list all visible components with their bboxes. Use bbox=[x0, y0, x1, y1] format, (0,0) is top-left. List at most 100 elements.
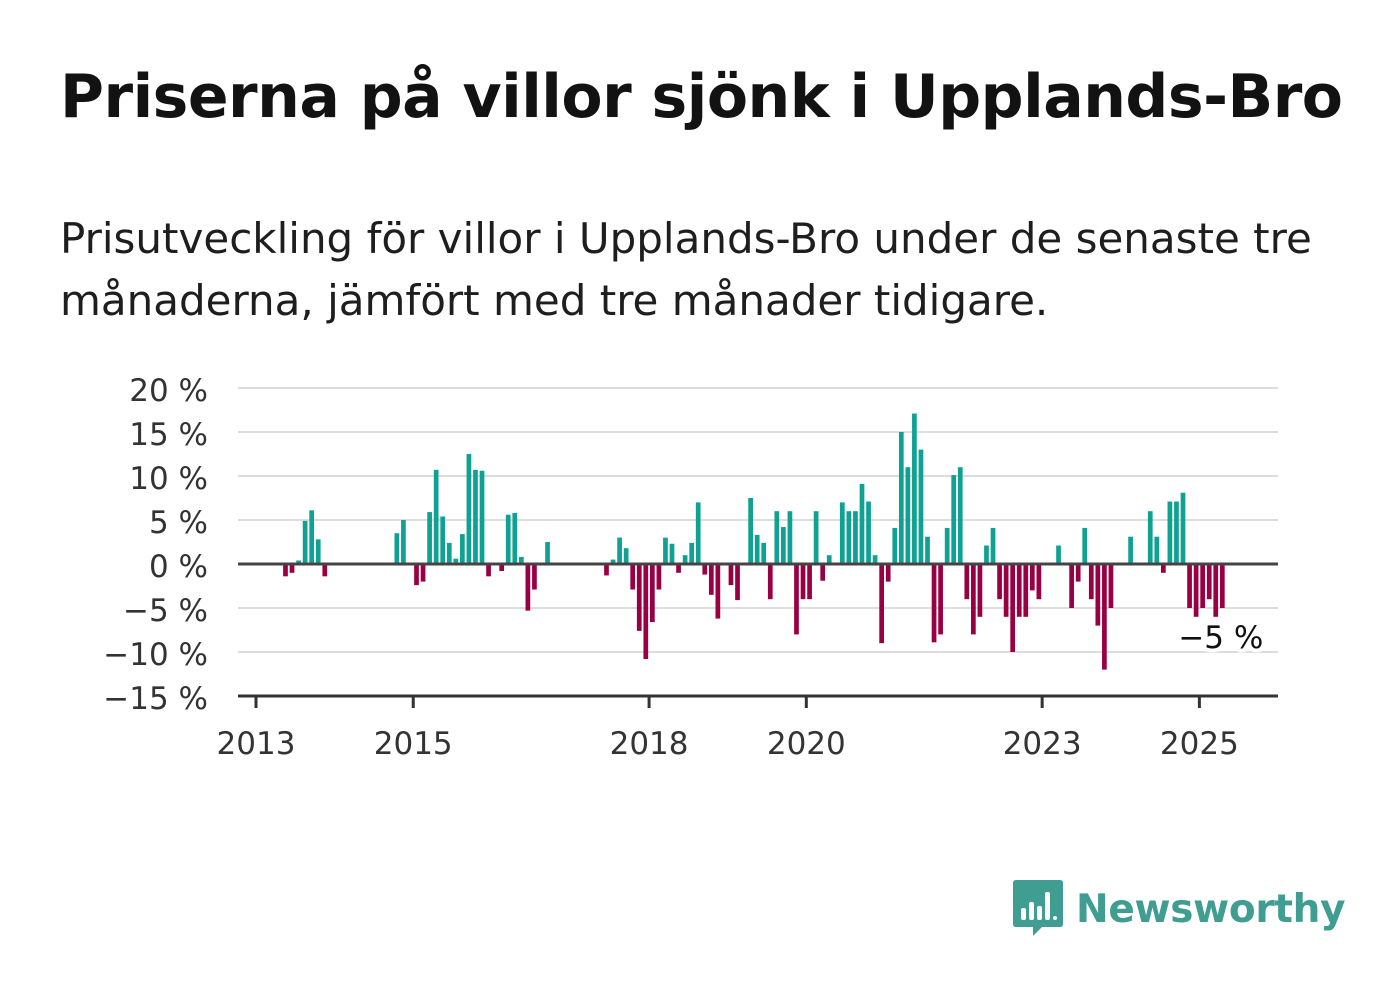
bar bbox=[1036, 564, 1042, 600]
bar bbox=[466, 454, 472, 564]
bar bbox=[1174, 501, 1179, 564]
bar bbox=[984, 545, 989, 564]
bar bbox=[938, 564, 943, 635]
chart-subtitle: Prisutveckling för villor i Upplands-Bro… bbox=[60, 214, 1312, 325]
y-axis-labels: 20 % 15 % 10 % 5 % 0 % −5 % −10 % −15 % bbox=[103, 373, 208, 717]
bar bbox=[604, 564, 609, 576]
bar bbox=[401, 520, 406, 564]
bar bbox=[1213, 564, 1219, 617]
bar bbox=[525, 564, 531, 611]
bar bbox=[728, 564, 734, 586]
grid-lines bbox=[238, 387, 1278, 653]
bar bbox=[997, 564, 1002, 600]
bar bbox=[892, 527, 898, 564]
bar bbox=[1128, 536, 1133, 564]
bar bbox=[879, 564, 885, 644]
bar bbox=[1023, 564, 1029, 617]
bar bbox=[794, 564, 799, 635]
bar bbox=[682, 555, 688, 564]
bar bbox=[309, 510, 315, 564]
bar bbox=[414, 564, 419, 586]
bar-chart: 20 %15 %10 %5 %0 %−5 %−10 %−15 % 2013 201… bbox=[103, 373, 1278, 762]
bar bbox=[977, 564, 983, 617]
annotation-label: −5 % bbox=[1178, 620, 1263, 656]
bar bbox=[1003, 564, 1009, 617]
bar bbox=[1069, 564, 1074, 608]
x-tick-label: 2023 bbox=[1003, 726, 1082, 762]
y-tick-label: −15 % bbox=[103, 681, 208, 717]
bar bbox=[433, 469, 439, 564]
bar bbox=[1095, 564, 1101, 626]
bar bbox=[676, 564, 681, 573]
bar bbox=[296, 560, 301, 564]
y-tick-label: 5 % bbox=[149, 505, 208, 541]
bar bbox=[1147, 511, 1153, 564]
bar bbox=[1200, 564, 1206, 608]
y-tick-label: 20 % bbox=[129, 373, 208, 409]
x-tick-label: 2015 bbox=[374, 726, 453, 762]
bar bbox=[774, 511, 780, 564]
bar bbox=[1206, 564, 1212, 600]
bar bbox=[689, 542, 695, 564]
brand-logo: Newsworthy bbox=[1012, 878, 1346, 940]
y-tick-label: −5 % bbox=[123, 593, 208, 629]
bar bbox=[663, 537, 668, 564]
bar bbox=[1082, 527, 1088, 564]
bar bbox=[1219, 564, 1225, 608]
bar bbox=[623, 548, 629, 564]
bar bbox=[630, 564, 636, 590]
bar bbox=[440, 516, 446, 564]
y-tick-label: 15 % bbox=[129, 417, 208, 453]
bar bbox=[820, 564, 826, 581]
bar bbox=[460, 534, 465, 564]
bar bbox=[1160, 564, 1166, 573]
bar bbox=[283, 564, 288, 577]
bar bbox=[446, 542, 452, 564]
bar bbox=[1016, 564, 1022, 617]
bar bbox=[761, 542, 767, 564]
bar bbox=[512, 512, 518, 564]
bar bbox=[1187, 564, 1192, 608]
bar bbox=[315, 539, 321, 564]
bar bbox=[669, 543, 675, 564]
bar bbox=[1075, 564, 1081, 582]
bar bbox=[1180, 492, 1186, 564]
bar bbox=[1108, 564, 1114, 608]
bar bbox=[931, 564, 937, 643]
bars bbox=[283, 413, 1225, 670]
bar bbox=[656, 564, 662, 590]
bar bbox=[486, 564, 491, 577]
bar bbox=[872, 555, 878, 564]
bar bbox=[846, 511, 852, 564]
bar bbox=[807, 564, 812, 600]
bar bbox=[1010, 564, 1016, 652]
bar bbox=[499, 564, 505, 572]
bar bbox=[944, 527, 950, 564]
bar bbox=[1056, 545, 1061, 564]
bar bbox=[990, 527, 996, 564]
bar bbox=[912, 413, 917, 564]
bar bbox=[971, 564, 976, 635]
bar bbox=[905, 467, 911, 564]
bar bbox=[885, 564, 891, 582]
bar bbox=[957, 467, 963, 564]
bar bbox=[322, 564, 328, 577]
bar bbox=[708, 564, 714, 595]
bar bbox=[394, 533, 400, 564]
bar bbox=[767, 564, 773, 600]
bar bbox=[479, 470, 485, 564]
brand-name: Newsworthy bbox=[1076, 886, 1346, 932]
bar bbox=[702, 564, 708, 575]
bar bbox=[617, 537, 622, 564]
bar bbox=[610, 559, 616, 564]
bar bbox=[800, 564, 806, 600]
bar bbox=[1088, 564, 1094, 600]
bar bbox=[649, 564, 655, 623]
y-tick-label: 0 % bbox=[149, 549, 208, 585]
bar bbox=[866, 501, 871, 564]
bar bbox=[839, 502, 845, 564]
y-tick-label: 10 % bbox=[129, 461, 208, 497]
bar bbox=[918, 449, 924, 564]
bar bbox=[505, 514, 511, 564]
bar bbox=[518, 556, 524, 564]
